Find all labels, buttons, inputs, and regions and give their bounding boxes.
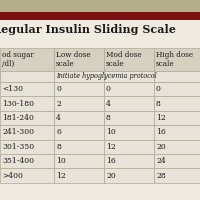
Text: 6: 6 <box>56 128 61 136</box>
Text: 0: 0 <box>106 85 111 93</box>
Text: 4: 4 <box>56 114 61 122</box>
Text: 28: 28 <box>156 172 166 180</box>
Text: 0: 0 <box>56 85 61 93</box>
Text: 241-300: 241-300 <box>2 128 34 136</box>
Text: Mod dose
scale: Mod dose scale <box>106 51 142 68</box>
Bar <box>154 96 200 111</box>
Bar <box>104 82 154 96</box>
Bar <box>54 168 104 183</box>
Text: od sugar
/dl): od sugar /dl) <box>2 51 34 68</box>
Bar <box>0 96 54 111</box>
Bar <box>0 154 54 168</box>
Bar <box>154 125 200 140</box>
Bar <box>0 48 54 71</box>
Bar <box>154 71 200 82</box>
Text: Regular Insulin Sliding Scale: Regular Insulin Sliding Scale <box>0 24 176 35</box>
Bar <box>104 96 154 111</box>
Bar <box>154 140 200 154</box>
Text: >400: >400 <box>2 172 23 180</box>
Bar <box>0 111 54 125</box>
Bar <box>54 111 104 125</box>
Text: 4: 4 <box>106 100 111 108</box>
Bar <box>0 0 200 13</box>
Text: 24: 24 <box>156 157 166 165</box>
Bar <box>0 71 54 82</box>
Bar <box>154 154 200 168</box>
Text: 130-180: 130-180 <box>2 100 34 108</box>
Text: 301-350: 301-350 <box>2 143 34 151</box>
Bar <box>154 168 200 183</box>
Bar <box>154 82 200 96</box>
Text: 20: 20 <box>156 143 166 151</box>
Text: <130: <130 <box>2 85 23 93</box>
Text: High dose
scale: High dose scale <box>156 51 193 68</box>
Text: 2: 2 <box>56 100 61 108</box>
Bar <box>54 96 104 111</box>
Bar <box>104 125 154 140</box>
Text: 8: 8 <box>106 114 111 122</box>
Text: 0: 0 <box>156 85 161 93</box>
Text: 20: 20 <box>106 172 116 180</box>
Text: 8: 8 <box>156 100 161 108</box>
Text: 12: 12 <box>56 172 66 180</box>
Bar <box>54 140 104 154</box>
Text: 8: 8 <box>56 143 61 151</box>
Bar <box>0 12 200 20</box>
Text: 16: 16 <box>156 128 166 136</box>
Text: 12: 12 <box>106 143 116 151</box>
Bar <box>54 48 104 71</box>
Text: 10: 10 <box>106 128 116 136</box>
Bar <box>0 71 200 82</box>
Text: Low dose
scale: Low dose scale <box>56 51 91 68</box>
Bar <box>54 154 104 168</box>
Bar <box>0 168 54 183</box>
Bar <box>54 71 104 82</box>
Bar <box>104 71 154 82</box>
Text: Initiate hypoglycemia protocol: Initiate hypoglycemia protocol <box>56 72 157 80</box>
Text: 12: 12 <box>156 114 166 122</box>
Bar <box>54 125 104 140</box>
Text: 16: 16 <box>106 157 116 165</box>
Text: 351-400: 351-400 <box>2 157 34 165</box>
Bar <box>154 48 200 71</box>
Bar <box>0 125 54 140</box>
Bar <box>0 140 54 154</box>
Bar <box>154 111 200 125</box>
Bar <box>104 140 154 154</box>
Text: 181-240: 181-240 <box>2 114 34 122</box>
Bar <box>104 111 154 125</box>
Bar <box>0 82 54 96</box>
Text: 10: 10 <box>56 157 66 165</box>
Bar <box>104 48 154 71</box>
Bar <box>104 168 154 183</box>
Bar <box>104 154 154 168</box>
Bar <box>54 82 104 96</box>
